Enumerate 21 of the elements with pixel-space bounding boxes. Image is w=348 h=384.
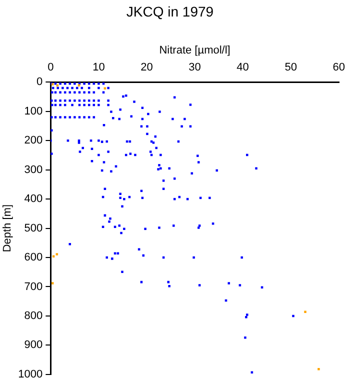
y-tick-label: 900	[24, 339, 43, 352]
x-axis-title: Nitrate [µmol/l]	[159, 44, 230, 56]
x-tick-label: 50	[284, 62, 297, 74]
y-tick-label: 700	[24, 280, 43, 293]
x-tick-label: 60	[332, 62, 346, 74]
x-tick-label: 0	[48, 62, 54, 74]
x-tick-label: 20	[140, 62, 153, 74]
y-axis-title: Depth [m]	[2, 204, 14, 252]
y-tick-label: 500	[24, 222, 43, 234]
y-tick-label: 1000	[18, 368, 43, 380]
x-tick-label: 10	[92, 62, 105, 74]
y-tick-label: 400	[24, 193, 43, 206]
y-tick-label: 600	[24, 252, 43, 264]
chart-title: JKCQ in 1979	[126, 3, 214, 20]
y-tick-label: 100	[24, 105, 43, 118]
y-tick-label: 0	[36, 76, 43, 88]
y-tick-label: 300	[24, 164, 43, 176]
x-tick-label: 40	[236, 62, 249, 74]
x-tick-label: 30	[188, 62, 201, 74]
y-tick-label: 800	[24, 310, 43, 322]
y-tick-label: 200	[24, 134, 43, 147]
